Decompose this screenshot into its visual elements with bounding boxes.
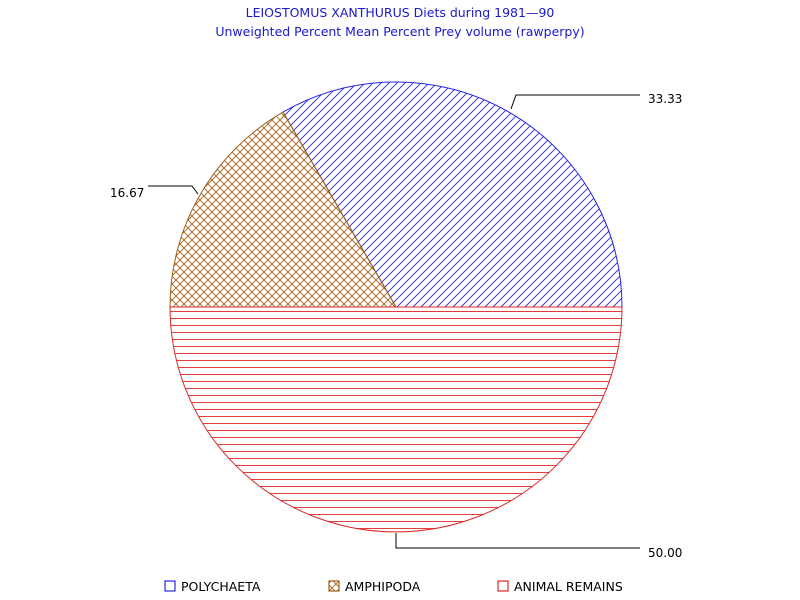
legend: POLYCHAETA AMPHIPODA ANIMAL REMAINS [164,579,623,594]
legend-item-amphipoda: AMPHIPODA [328,579,421,594]
leader-line [510,94,640,110]
value-label: 33.33 [648,92,682,106]
leader-line [395,533,640,549]
value-label: 50.00 [648,546,682,560]
legend-swatch [164,580,176,592]
pie-slice-polychaeta [282,81,623,308]
leader-line [148,185,199,195]
pie-slice-amphipoda [169,111,397,308]
value-label: 16.67 [110,186,144,200]
legend-label: ANIMAL REMAINS [514,579,623,594]
legend-label: AMPHIPODA [345,579,421,594]
chart-subtitle: Unweighted Percent Mean Percent Prey vol… [215,24,584,39]
pie-slices [169,81,623,533]
legend-swatch [497,580,509,592]
legend-item-polychaeta: POLYCHAETA [164,579,261,594]
value-leader-lines [148,94,640,549]
legend-label: POLYCHAETA [181,579,261,594]
value-labels: 33.33 16.67 50.00 [110,92,682,560]
pie-slice-animal-remains [169,306,623,533]
chart-title: LEIOSTOMUS XANTHURUS Diets during 1981—9… [246,5,555,20]
legend-item-animal-remains: ANIMAL REMAINS [497,579,623,594]
legend-swatch [328,580,340,592]
